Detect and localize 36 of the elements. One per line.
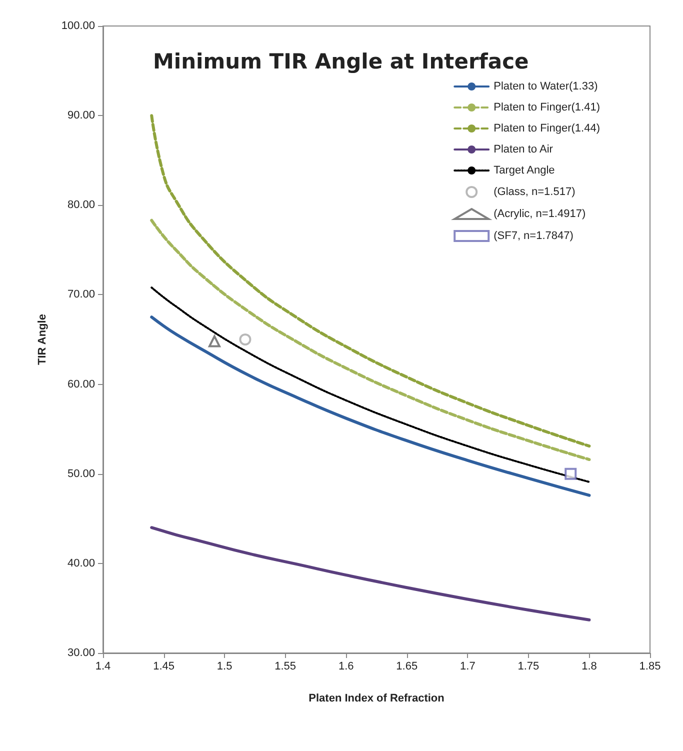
legend-label: Platen to Air [494, 144, 554, 156]
x-tick-label: 1.8 [582, 660, 597, 672]
point [208, 335, 220, 348]
y-tick-label: 50.00 [67, 468, 95, 480]
legend-label: Platen to Water(1.33) [494, 80, 598, 92]
x-tick-label: 1.75 [518, 660, 540, 672]
legend-label: Target Angle [494, 164, 555, 176]
legend-label: Platen to Finger(1.44) [494, 122, 600, 134]
line-series [150, 218, 591, 462]
y-tick-label: 80.00 [67, 199, 95, 212]
line-series [150, 286, 590, 483]
x-axis-title: Platen Index of Refraction [308, 692, 445, 704]
x-tick-label: 1.6 [338, 660, 354, 672]
y-tick-label: 60.00 [67, 378, 95, 390]
y-tick-label: 30.00 [67, 647, 95, 659]
x-tick-label: 1.45 [153, 660, 174, 672]
line-series [150, 316, 591, 497]
legend-label: Platen to Finger(1.41) [494, 102, 600, 114]
point [564, 468, 577, 480]
x-tick-label: 1.55 [274, 660, 296, 672]
x-tick-label: 1.4 [95, 660, 111, 672]
y-tick-label: 100.00 [61, 20, 95, 32]
x-tick-label: 1.7 [460, 660, 476, 672]
legend-label: (Glass, n=1.517) [494, 186, 576, 198]
line-series [150, 526, 591, 622]
y-tick-label: 90.00 [67, 110, 95, 122]
text: Minimum TIR Angle at Interface [153, 50, 529, 74]
x-tick-label: 1.65 [396, 660, 418, 672]
x-tick-label: 1.5 [216, 660, 232, 672]
legend-label: (Acrylic, n=1.4917) [494, 208, 586, 220]
x-tick-label: 1.85 [639, 660, 661, 672]
legend-label: (SF7, n=1.7847) [494, 230, 574, 242]
y-tick-label: 40.00 [67, 557, 95, 570]
y-tick-label: 70.00 [67, 288, 95, 301]
point [239, 334, 252, 346]
y-axis-title: TIR Angle [36, 314, 48, 365]
